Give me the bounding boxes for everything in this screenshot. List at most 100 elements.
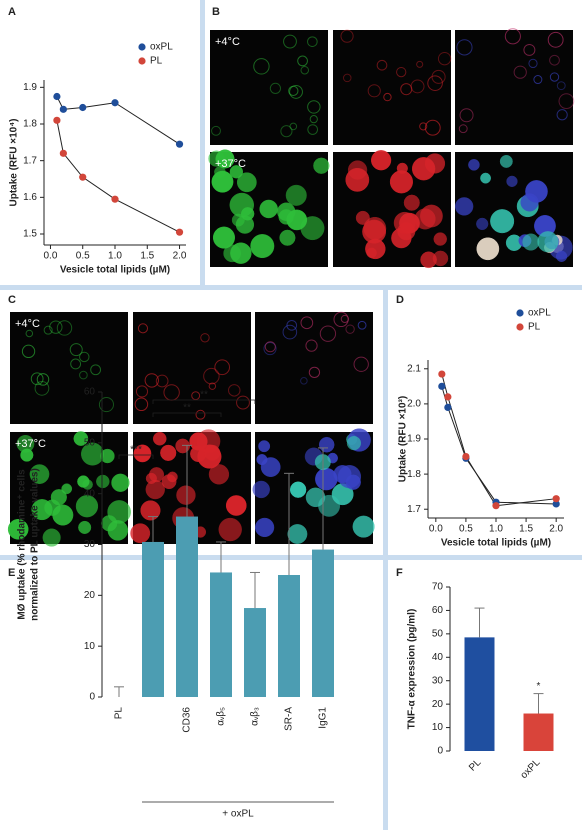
data-point <box>492 502 500 510</box>
cell <box>25 329 34 338</box>
cell <box>50 489 67 506</box>
cell <box>300 377 308 385</box>
y-tick-label: 1.9 <box>407 434 421 445</box>
cell <box>305 487 326 508</box>
cell <box>52 504 74 526</box>
y-axis-label: MØ uptake (% rhodamine⁺ cells <box>17 469 28 620</box>
legend-marker <box>516 323 524 331</box>
y-tick-label: 30 <box>432 675 444 686</box>
cell <box>431 69 446 84</box>
cell <box>200 333 210 343</box>
micrograph <box>455 30 573 145</box>
data-point <box>552 500 560 508</box>
micrograph <box>333 30 451 145</box>
cell <box>556 109 568 121</box>
cell <box>342 73 352 83</box>
panel-letter: C <box>8 294 16 306</box>
panel-a <box>0 0 200 285</box>
y-tick-label: 50 <box>84 437 96 448</box>
panel-letter: D <box>396 294 404 306</box>
cell <box>228 384 241 397</box>
significance: * <box>537 681 541 692</box>
cell <box>149 467 165 483</box>
cell <box>376 59 388 71</box>
cell <box>140 500 161 521</box>
cell <box>255 517 275 538</box>
cell <box>191 391 201 401</box>
data-point <box>175 140 184 148</box>
significance-bracket <box>152 399 256 404</box>
x-tick-label: 0.5 <box>459 524 473 535</box>
cell <box>90 364 102 376</box>
cell <box>528 58 538 69</box>
cell <box>79 351 90 363</box>
data-point <box>79 173 87 181</box>
cell <box>75 495 99 518</box>
cell <box>280 125 293 138</box>
cell <box>36 373 50 386</box>
bar <box>142 541 164 697</box>
cell <box>107 500 131 524</box>
cell <box>285 184 307 206</box>
cell <box>56 320 73 336</box>
cell <box>212 226 235 249</box>
cell <box>432 250 449 267</box>
y-tick-label: 0 <box>89 692 95 703</box>
cell <box>300 316 314 330</box>
cell <box>558 93 575 109</box>
y-tick-label: 1.5 <box>23 229 37 240</box>
micrograph <box>210 30 328 145</box>
cell <box>522 233 540 251</box>
cell <box>100 448 115 464</box>
cell <box>30 372 44 386</box>
cell <box>134 397 149 412</box>
cell <box>490 209 515 234</box>
cell <box>297 55 308 67</box>
cell <box>70 358 82 370</box>
x-tick-label: 1.0 <box>108 251 122 262</box>
condition-label: +37°C <box>215 158 246 170</box>
cell <box>367 84 381 98</box>
cell <box>468 159 480 171</box>
significance: *** <box>130 445 142 456</box>
cell <box>203 367 220 385</box>
y-tick-label: 40 <box>84 488 96 499</box>
cell <box>313 157 330 174</box>
cell <box>556 81 566 91</box>
data-point <box>79 103 87 112</box>
cell <box>389 170 413 194</box>
data-point <box>444 393 452 401</box>
data-point <box>438 370 446 378</box>
cell <box>278 209 294 225</box>
cell <box>43 325 53 335</box>
cell <box>307 36 318 47</box>
y-tick-label: 1.8 <box>407 469 421 480</box>
x-tick-label: 1.5 <box>140 251 154 262</box>
data-point <box>111 99 119 107</box>
bar <box>278 575 300 697</box>
x-tick-label: 1.0 <box>489 524 503 535</box>
cell <box>287 524 308 544</box>
cell <box>318 436 335 453</box>
cell <box>476 237 500 261</box>
x-tick-label: PL <box>114 707 125 720</box>
cell <box>289 84 303 99</box>
cell <box>352 515 375 538</box>
x-tick-label: 0.0 <box>44 251 58 262</box>
cell <box>250 234 275 259</box>
data-point <box>552 495 560 503</box>
x-tick-label: αᵥβ₅ <box>216 707 227 726</box>
cell <box>371 150 392 171</box>
cell <box>499 154 513 168</box>
cell <box>416 60 424 68</box>
micrograph <box>255 312 373 424</box>
cell <box>258 440 271 453</box>
x-axis-label: Vesicle total lipids (µM) <box>60 265 170 276</box>
y-tick-label: 1.9 <box>23 82 37 93</box>
condition-label: +4°C <box>15 318 40 330</box>
cell <box>49 320 63 334</box>
cell <box>355 210 370 225</box>
y-tick-label: 10 <box>432 722 444 733</box>
cell <box>549 72 560 82</box>
